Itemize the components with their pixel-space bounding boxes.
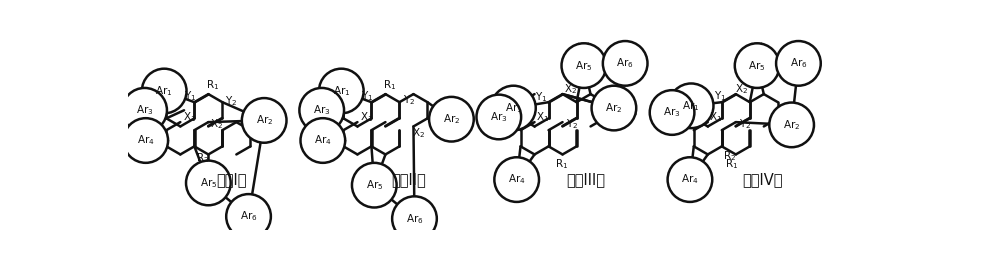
Text: Ar$_6$: Ar$_6$ bbox=[240, 209, 257, 223]
Text: Ar$_2$: Ar$_2$ bbox=[443, 112, 460, 126]
Text: Ar$_5$: Ar$_5$ bbox=[575, 59, 593, 72]
Text: Ar$_5$: Ar$_5$ bbox=[200, 176, 217, 190]
Text: Ar$_4$: Ar$_4$ bbox=[137, 134, 155, 147]
Text: Ar$_3$: Ar$_3$ bbox=[663, 106, 681, 119]
Text: Ar$_1$: Ar$_1$ bbox=[505, 101, 522, 115]
Circle shape bbox=[299, 88, 344, 133]
Circle shape bbox=[122, 88, 167, 133]
Circle shape bbox=[769, 102, 814, 147]
Text: Ar$_6$: Ar$_6$ bbox=[790, 57, 807, 70]
Text: Y$_2$: Y$_2$ bbox=[403, 93, 415, 107]
Circle shape bbox=[592, 86, 636, 130]
Circle shape bbox=[186, 161, 231, 205]
Circle shape bbox=[429, 97, 474, 142]
Text: 式（IV）: 式（IV） bbox=[742, 172, 783, 187]
Text: Ar$_1$: Ar$_1$ bbox=[155, 84, 173, 98]
Text: X$_2$: X$_2$ bbox=[564, 83, 577, 96]
Text: Ar$_3$: Ar$_3$ bbox=[136, 103, 153, 117]
Circle shape bbox=[650, 90, 694, 135]
Circle shape bbox=[735, 43, 779, 88]
Text: X$_2$: X$_2$ bbox=[210, 117, 223, 131]
Text: Ar$_4$: Ar$_4$ bbox=[508, 173, 526, 187]
Circle shape bbox=[668, 157, 712, 202]
Text: Ar$_3$: Ar$_3$ bbox=[490, 110, 508, 124]
Text: Ar$_1$: Ar$_1$ bbox=[682, 99, 700, 113]
Text: X$_1$: X$_1$ bbox=[709, 110, 722, 124]
Text: X$_1$: X$_1$ bbox=[360, 110, 373, 124]
Text: 式（I）: 式（I） bbox=[216, 172, 247, 187]
Text: X$_2$: X$_2$ bbox=[412, 126, 425, 140]
Circle shape bbox=[491, 86, 536, 130]
Text: R$_1$: R$_1$ bbox=[725, 157, 738, 171]
Circle shape bbox=[301, 118, 345, 163]
Text: R$_2$: R$_2$ bbox=[196, 151, 209, 165]
Text: 式（III）: 式（III） bbox=[566, 172, 605, 187]
Circle shape bbox=[669, 84, 713, 128]
Circle shape bbox=[603, 41, 647, 86]
Text: Ar$_3$: Ar$_3$ bbox=[313, 103, 330, 117]
Text: Ar$_2$: Ar$_2$ bbox=[783, 118, 800, 132]
Circle shape bbox=[352, 163, 397, 207]
Circle shape bbox=[494, 157, 539, 202]
Text: R$_1$: R$_1$ bbox=[555, 157, 568, 171]
Circle shape bbox=[562, 43, 606, 88]
Text: X$_1$: X$_1$ bbox=[536, 110, 549, 124]
Text: Ar$_6$: Ar$_6$ bbox=[616, 57, 634, 70]
Circle shape bbox=[319, 69, 364, 113]
Text: Ar$_2$: Ar$_2$ bbox=[605, 101, 623, 115]
Circle shape bbox=[476, 95, 521, 139]
Text: R$_1$: R$_1$ bbox=[383, 78, 396, 92]
Circle shape bbox=[226, 194, 271, 239]
Text: R$_1$: R$_1$ bbox=[206, 78, 219, 92]
Text: Ar$_2$: Ar$_2$ bbox=[256, 114, 273, 127]
Text: Y$_1$: Y$_1$ bbox=[714, 89, 726, 103]
Circle shape bbox=[242, 98, 287, 143]
Text: 式（II）: 式（II） bbox=[391, 172, 426, 187]
Circle shape bbox=[776, 41, 821, 86]
Text: X$_1$: X$_1$ bbox=[183, 110, 196, 124]
Circle shape bbox=[392, 196, 437, 241]
Text: Ar$_5$: Ar$_5$ bbox=[366, 178, 383, 192]
Text: Y$_2$: Y$_2$ bbox=[566, 117, 578, 131]
Text: Ar$_4$: Ar$_4$ bbox=[314, 134, 332, 147]
Circle shape bbox=[142, 69, 187, 113]
Text: Y$_1$: Y$_1$ bbox=[184, 89, 197, 103]
Text: Y$_2$: Y$_2$ bbox=[739, 117, 751, 131]
Circle shape bbox=[123, 118, 168, 163]
Text: Y$_1$: Y$_1$ bbox=[361, 89, 374, 103]
Text: Ar$_6$: Ar$_6$ bbox=[406, 212, 423, 225]
Text: Y$_2$: Y$_2$ bbox=[225, 94, 238, 108]
Text: Ar$_4$: Ar$_4$ bbox=[681, 173, 699, 187]
Text: R$_2$: R$_2$ bbox=[723, 149, 736, 163]
Text: Ar$_5$: Ar$_5$ bbox=[748, 59, 766, 72]
Text: Ar$_1$: Ar$_1$ bbox=[333, 84, 350, 98]
Text: Y$_1$: Y$_1$ bbox=[535, 90, 547, 104]
Text: X$_2$: X$_2$ bbox=[735, 82, 748, 96]
